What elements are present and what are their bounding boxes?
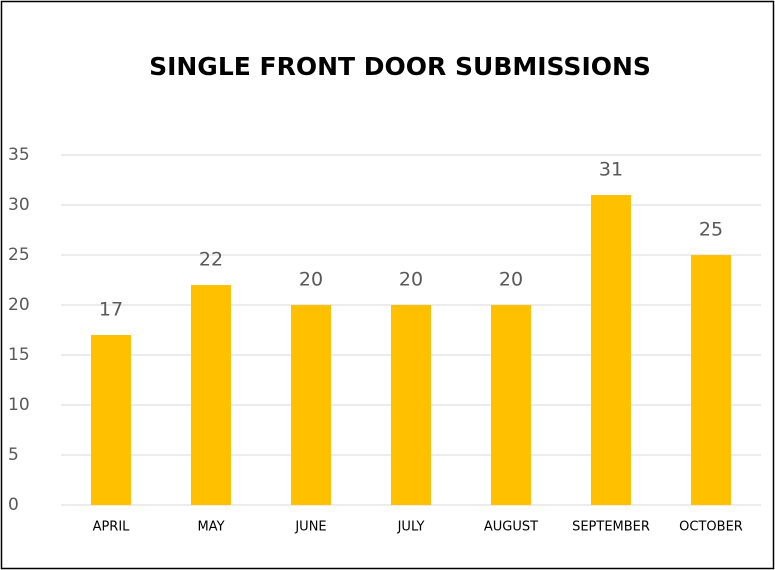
data-label: 25 [699, 219, 723, 241]
y-tick-label: 10 [8, 395, 30, 415]
y-tick-label: 30 [8, 195, 30, 215]
data-label: 20 [499, 269, 523, 291]
data-label: 31 [599, 159, 623, 181]
y-tick-label: 15 [8, 345, 30, 365]
bar [291, 305, 331, 505]
x-tick-label: JULY [397, 520, 425, 535]
y-tick-label: 35 [8, 145, 30, 165]
x-tick-label: OCTOBER [679, 520, 743, 535]
y-tick-label: 5 [8, 445, 19, 465]
bar [491, 305, 531, 505]
data-label: 17 [99, 299, 123, 321]
bar [391, 305, 431, 505]
x-tick-label: JUNE [294, 520, 326, 535]
x-tick-label: SEPTEMBER [572, 520, 650, 535]
bar [91, 335, 131, 505]
data-label: 20 [299, 269, 323, 291]
x-tick-label: APRIL [93, 520, 131, 535]
x-tick-label: MAY [197, 520, 224, 535]
bar [691, 255, 731, 505]
bar [591, 195, 631, 505]
data-label: 22 [199, 249, 223, 271]
y-tick-label: 25 [8, 245, 30, 265]
y-tick-label: 20 [8, 295, 30, 315]
chart-title: SINGLE FRONT DOOR SUBMISSIONS [149, 52, 651, 81]
bar [191, 285, 231, 505]
x-tick-label: AUGUST [484, 520, 538, 535]
data-label: 20 [399, 269, 423, 291]
y-tick-label: 0 [8, 495, 19, 515]
